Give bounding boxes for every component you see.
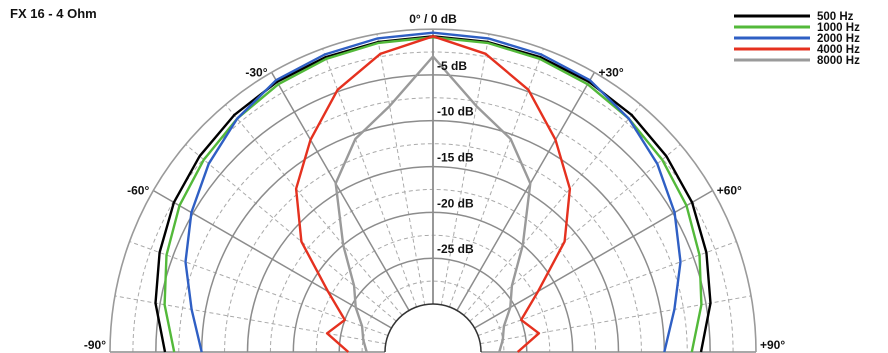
- outer-ring: [109, 28, 757, 353]
- chart-title: FX 16 - 4 Ohm: [10, 6, 97, 21]
- angle-label: -90°: [84, 338, 106, 352]
- db-label: -20 dB: [437, 196, 474, 210]
- legend-label-1: 1000 Hz: [817, 22, 860, 34]
- polar-grid: [109, 28, 757, 353]
- legend-label-2: 2000 Hz: [817, 33, 860, 45]
- db-label: -10 dB: [437, 105, 474, 119]
- series-curve-4: [334, 55, 532, 353]
- db-label: -15 dB: [437, 151, 474, 165]
- series-curve-2: [184, 31, 682, 353]
- inner-ring: [384, 303, 482, 353]
- angle-label: -30°: [245, 65, 267, 79]
- legend-label-3: 4000 Hz: [817, 44, 860, 56]
- major-spoke: [152, 189, 392, 329]
- major-spoke: [474, 189, 714, 329]
- db-label: -5 dB: [437, 59, 467, 73]
- legend-label-4: 8000 Hz: [817, 55, 860, 67]
- angle-label: +90°: [760, 338, 785, 352]
- curves: [154, 31, 712, 353]
- db-label: -25 dB: [437, 242, 474, 256]
- angle-label: -60°: [127, 184, 149, 198]
- major-spoke: [270, 71, 410, 311]
- major-spoke: [456, 71, 596, 311]
- minor-ring: [361, 280, 505, 353]
- angle-label: +60°: [717, 184, 742, 198]
- minor-ring: [224, 143, 642, 353]
- axis-labels: 0° / 0 dB -5 dB -10 dB -15 dB -20 dB -25 dB -9…: [84, 12, 786, 352]
- angle-label: +30°: [599, 65, 624, 79]
- legend-label-0: 500 Hz: [817, 11, 854, 23]
- series-curve-3: [294, 35, 572, 353]
- db-label: 0° / 0 dB: [409, 12, 457, 26]
